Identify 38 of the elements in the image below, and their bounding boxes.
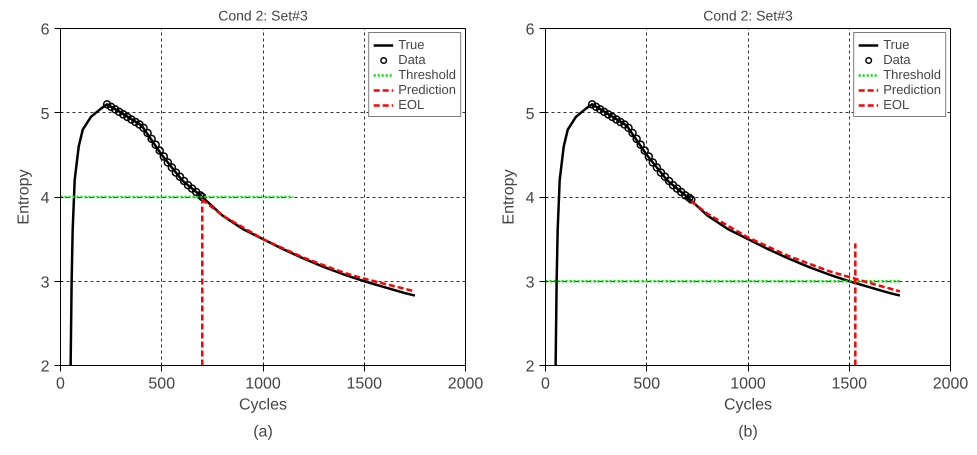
y-axis-title: Entropy — [16, 169, 33, 225]
y-tick-label: 3 — [526, 274, 535, 292]
x-tick-label: 2000 — [932, 376, 968, 392]
x-tick-label: 0 — [56, 376, 66, 392]
y-tick-label: 6 — [526, 22, 535, 38]
x-tick-label: 0 — [541, 376, 550, 392]
y-tick-label: 2 — [526, 358, 535, 376]
y-tick-label: 4 — [40, 190, 50, 207]
text: (a) — [253, 424, 273, 440]
x-axis-title: Cycles — [724, 396, 772, 414]
legend-label: Threshold — [398, 67, 456, 82]
y-tick-label: 3 — [40, 274, 50, 292]
y-tick-label: 2 — [40, 358, 50, 376]
legend-label: EOL — [398, 97, 424, 112]
x-tick-label: 500 — [148, 376, 176, 392]
legend-label: EOL — [883, 97, 910, 112]
legend-label: Data — [398, 52, 426, 67]
legend-label: True — [398, 37, 424, 52]
x-tick-label: 1000 — [245, 376, 281, 392]
x-tick-label: 1000 — [730, 376, 766, 392]
text: (b) — [738, 424, 758, 440]
chart-title: Cond 2: Set#3 — [703, 8, 793, 24]
y-tick-label: 6 — [40, 22, 50, 38]
x-axis-title: Cycles — [238, 396, 288, 414]
x-tick-label: 1500 — [346, 376, 382, 392]
legend-label: True — [883, 37, 910, 52]
x-tick-label: 2000 — [448, 376, 484, 392]
y-tick-label: 5 — [40, 106, 50, 123]
chart-title: Cond 2: Set#3 — [218, 8, 308, 24]
legend-label: Prediction — [398, 82, 456, 97]
legend-label: Prediction — [883, 82, 941, 97]
y-axis-title: Entropy — [500, 169, 518, 225]
x-tick-label: 1500 — [831, 376, 868, 392]
x-tick-label: 500 — [633, 376, 660, 392]
legend-label: Threshold — [883, 67, 941, 82]
y-tick-label: 5 — [526, 106, 535, 123]
legend-label: Data — [883, 52, 911, 67]
y-tick-label: 4 — [526, 190, 535, 207]
